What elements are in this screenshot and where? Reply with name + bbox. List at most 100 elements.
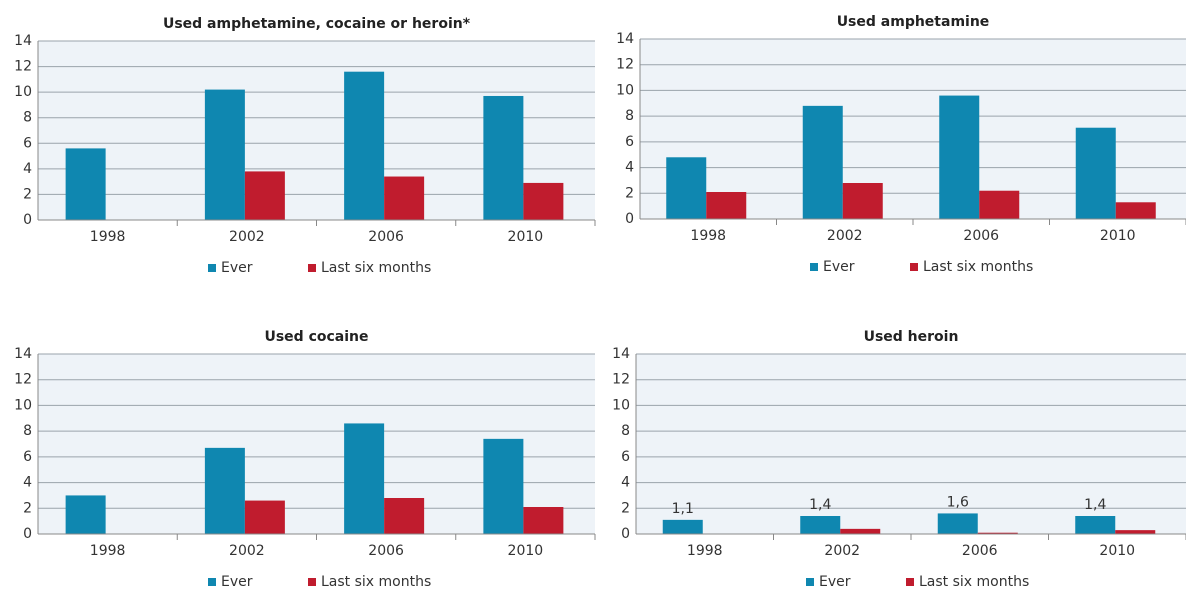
y-tick-label: 14: [616, 31, 634, 47]
y-tick-label: 0: [23, 526, 32, 542]
value-label: 1,4: [1084, 497, 1106, 513]
legend-swatch: [810, 263, 818, 271]
bar: [523, 182, 564, 220]
legend-label: Ever: [221, 260, 253, 276]
bar: [662, 519, 703, 534]
legend-swatch: [906, 578, 914, 586]
chart-title: Used amphetamine, cocaine or heroin*: [163, 16, 471, 32]
y-tick-label: 4: [625, 160, 634, 176]
y-tick-label: 0: [23, 212, 32, 228]
bar: [483, 438, 524, 534]
x-tick-label: 2002: [229, 229, 265, 245]
y-tick-label: 8: [23, 423, 32, 439]
y-tick-label: 10: [616, 82, 634, 98]
x-tick-label: 2006: [368, 229, 404, 245]
legend-label: Ever: [823, 259, 855, 275]
bar: [244, 500, 285, 534]
plot-area: [636, 354, 1186, 534]
legend-label: Last six months: [923, 259, 1033, 275]
x-tick-label: 2010: [508, 229, 544, 245]
y-tick-label: 12: [612, 372, 630, 388]
bar: [204, 447, 245, 534]
legend-swatch: [308, 264, 316, 272]
bar: [706, 192, 747, 219]
bar: [800, 516, 841, 534]
legend-label: Last six months: [321, 574, 431, 589]
value-label: 1,4: [809, 497, 831, 513]
y-tick-label: 4: [23, 475, 32, 491]
bar: [204, 89, 245, 220]
bar: [840, 528, 881, 534]
legend-label: Last six months: [919, 574, 1029, 589]
bar: [802, 105, 843, 219]
value-label: 1,1: [672, 501, 694, 517]
legend-swatch: [308, 578, 316, 586]
y-tick-label: 6: [621, 449, 630, 465]
y-tick-label: 2: [625, 185, 634, 201]
bar: [65, 495, 106, 534]
x-tick-label: 2002: [824, 543, 860, 559]
y-tick-label: 4: [621, 475, 630, 491]
y-tick-label: 12: [616, 57, 634, 73]
chart-title: Used amphetamine: [837, 14, 990, 30]
y-tick-label: 0: [625, 211, 634, 227]
bar: [1115, 202, 1156, 219]
legend-swatch: [208, 578, 216, 586]
bar: [979, 190, 1020, 219]
x-tick-label: 1998: [90, 543, 126, 559]
y-tick-label: 4: [23, 161, 32, 177]
y-tick-label: 8: [23, 110, 32, 126]
y-tick-label: 2: [23, 186, 32, 202]
bar: [384, 498, 425, 534]
y-tick-label: 6: [23, 135, 32, 151]
bar: [1075, 516, 1116, 534]
chart-title: Used heroin: [864, 329, 959, 345]
y-tick-label: 8: [621, 423, 630, 439]
x-tick-label: 2010: [1099, 543, 1135, 559]
y-tick-label: 8: [625, 108, 634, 124]
y-tick-label: 2: [23, 500, 32, 516]
y-tick-label: 12: [14, 59, 32, 75]
y-tick-label: 14: [14, 33, 32, 49]
bar: [842, 183, 883, 219]
bar: [666, 157, 707, 219]
legend-swatch: [208, 264, 216, 272]
legend-label: Last six months: [321, 260, 431, 276]
x-tick-label: 2006: [963, 228, 999, 244]
bar: [937, 513, 978, 534]
y-tick-label: 6: [625, 134, 634, 150]
legend-swatch: [910, 263, 918, 271]
y-tick-label: 6: [23, 449, 32, 465]
x-tick-label: 1998: [687, 543, 723, 559]
bar: [1075, 127, 1116, 219]
y-tick-label: 10: [612, 397, 630, 413]
bar: [384, 176, 425, 220]
y-tick-label: 10: [14, 397, 32, 413]
x-tick-label: 1998: [690, 228, 726, 244]
bar: [483, 95, 524, 220]
bar: [523, 507, 564, 534]
y-tick-label: 14: [612, 346, 630, 362]
chart-title: Used cocaine: [264, 329, 368, 345]
bar: [977, 532, 1018, 534]
x-tick-label: 2006: [962, 543, 998, 559]
y-tick-label: 14: [14, 346, 32, 362]
y-tick-label: 2: [621, 500, 630, 516]
y-tick-label: 0: [621, 526, 630, 542]
x-tick-label: 2006: [368, 543, 404, 559]
bar: [244, 171, 285, 220]
y-tick-label: 10: [14, 84, 32, 100]
x-tick-label: 2010: [1100, 228, 1136, 244]
legend-label: Ever: [819, 574, 851, 589]
x-tick-label: 2002: [827, 228, 863, 244]
bar: [1115, 530, 1156, 534]
legend-swatch: [806, 578, 814, 586]
bar: [65, 148, 106, 220]
bar: [344, 71, 385, 220]
x-tick-label: 1998: [90, 229, 126, 245]
y-tick-label: 12: [14, 372, 32, 388]
legend-label: Ever: [221, 574, 253, 589]
bar: [344, 423, 385, 534]
x-tick-label: 2002: [229, 543, 265, 559]
